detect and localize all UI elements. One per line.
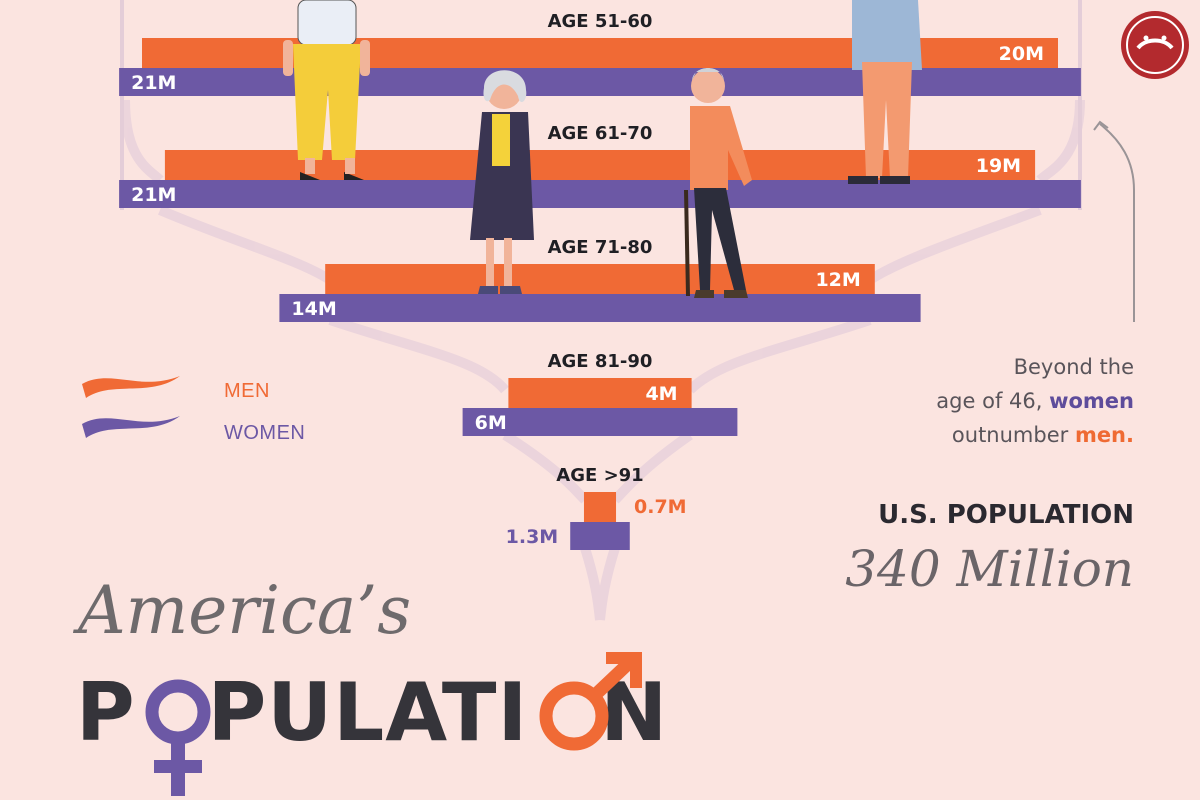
men-value-label-4: 0.7M <box>634 496 687 518</box>
men-value-label-3: 4M <box>645 383 677 405</box>
women-bar-1 <box>119 180 1081 208</box>
note-line-3a: outnumber <box>951 423 1075 447</box>
men-bar-2 <box>325 264 875 294</box>
women-bar-0 <box>119 68 1081 96</box>
legend-women-label: WOMEN <box>224 422 306 444</box>
note-men-word: men. <box>1074 423 1134 447</box>
women-value-label-1: 21M <box>131 184 176 206</box>
frame-lines <box>120 0 1082 210</box>
women-bar-2 <box>279 294 921 322</box>
note-line-3: outnumber men. <box>834 418 1134 452</box>
women-value-label-0: 21M <box>131 72 176 94</box>
women-value-label-4: 1.3M <box>506 526 559 548</box>
title-middle: PULATI <box>207 666 529 759</box>
population-value: 340 Million <box>845 540 1134 598</box>
men-bar-3 <box>508 378 692 408</box>
note-women-word: women <box>1049 389 1134 413</box>
women-value-label-3: 6M <box>475 412 507 434</box>
men-value-label-0: 20M <box>999 43 1044 65</box>
title-line-1: America’s <box>78 572 412 649</box>
site-logo-badge-icon <box>1121 11 1189 79</box>
mars-symbol-icon <box>539 652 642 751</box>
woman-figure-elderly <box>470 70 534 294</box>
men-value-label-2: 12M <box>815 269 860 291</box>
man-figure-young <box>848 0 922 184</box>
labels-group: AGE 51-60 20M 21M AGE 61-70 19M 21M AGE 71-80 1… <box>131 11 1044 548</box>
legend-men-label: MEN <box>224 380 270 402</box>
age-label-3: AGE 81-90 <box>548 351 653 372</box>
men-value-label-1: 19M <box>976 155 1021 177</box>
annotation-note: Beyond the age of 46, women outnumber me… <box>834 350 1134 452</box>
age-label-4: AGE >91 <box>556 465 643 486</box>
age-label-1: AGE 61-70 <box>548 123 653 144</box>
note-line-2: age of 46, women <box>834 384 1134 418</box>
venus-symbol-icon <box>145 679 211 796</box>
women-bar-3 <box>462 408 738 436</box>
legend-women-swatch <box>82 416 180 438</box>
age-label-2: AGE 71-80 <box>548 237 653 258</box>
title-p: P <box>76 666 136 759</box>
annotation-arrow <box>1093 120 1135 322</box>
legend-men-swatch <box>82 376 180 398</box>
woman-figure-young <box>283 0 370 180</box>
population-label: U.S. POPULATION <box>878 500 1134 530</box>
man-figure-elderly <box>684 68 752 298</box>
note-line-2a: age of 46, <box>936 389 1050 413</box>
men-bar-4 <box>583 492 617 522</box>
age-label-0: AGE 51-60 <box>548 11 653 32</box>
women-bar-4 <box>570 522 630 550</box>
title-line-2: P PULATI N <box>76 666 668 759</box>
women-value-label-2: 14M <box>291 298 336 320</box>
note-line-1: Beyond the <box>1013 355 1134 379</box>
